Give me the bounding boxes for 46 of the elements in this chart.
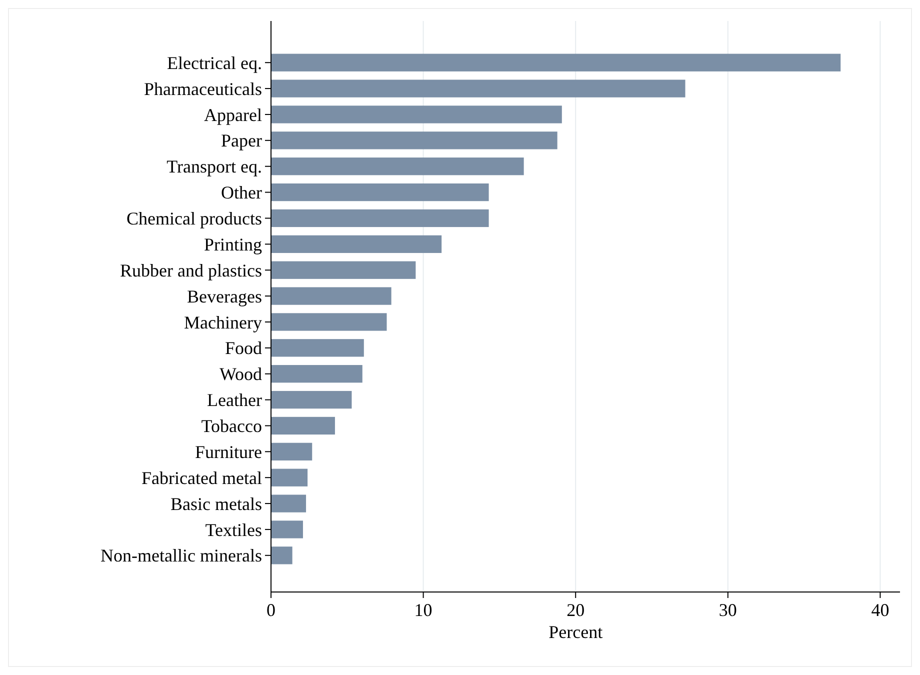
y-tick-label: Textiles [205,520,262,540]
y-tick-label: Food [224,338,262,358]
y-tick-label: Transport eq. [166,156,262,177]
y-tick-label: Paper [221,130,262,151]
y-tick-label: Leather [207,390,262,410]
y-tick-label: Furniture [195,442,262,462]
y-tick-label: Printing [204,234,262,254]
bar [271,520,303,538]
bar [271,54,841,72]
y-tick-label: Tobacco [201,416,262,436]
bar [271,261,416,279]
bar [271,106,562,124]
bar [271,365,362,383]
bar [271,183,489,202]
bar [271,132,558,150]
bar [271,287,392,305]
y-tick-label: Fabricated metal [142,468,262,488]
y-tick-label: Non-metallic minerals [100,546,262,566]
y-tick-label: Electrical eq. [167,52,262,73]
bar [271,80,686,98]
bar [271,313,387,331]
y-tick-label: Pharmaceuticals [144,78,262,99]
y-tick-label: Machinery [184,312,262,332]
bar [271,494,306,512]
x-axis-title: Percent [548,622,603,642]
y-tick-label: Other [221,182,262,203]
bar [271,442,312,460]
bar [271,390,352,409]
y-tick-label: Beverages [187,286,262,306]
bar [271,158,524,176]
bar [271,468,308,486]
y-tick-label: Apparel [204,104,262,125]
x-tick-label: 20 [566,600,585,620]
y-tick-label: Chemical products [126,208,262,229]
bar [271,339,364,357]
x-tick-label: 30 [718,600,737,620]
y-tick-label: Basic metals [170,494,262,514]
bar [271,209,489,228]
y-tick-label: Rubber and plastics [120,260,262,280]
bar [271,546,292,564]
bar [271,235,442,253]
bar [271,416,335,435]
x-tick-label: 40 [871,600,890,620]
y-tick-label: Wood [219,364,262,384]
x-tick-label: 0 [266,600,276,620]
x-tick-label: 10 [414,600,432,620]
